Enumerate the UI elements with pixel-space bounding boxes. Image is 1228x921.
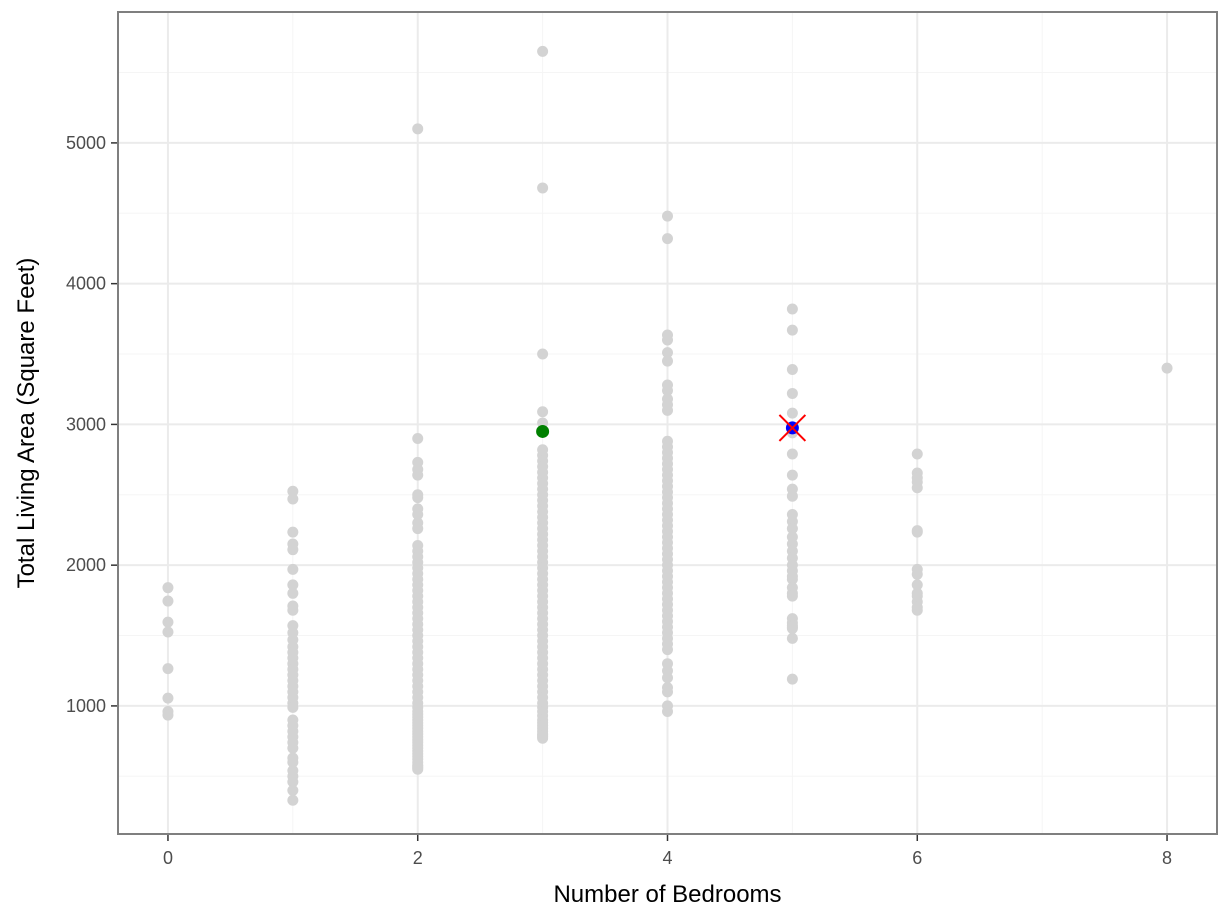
x-tick-label: 4 (662, 848, 672, 868)
data-point (786, 673, 798, 685)
data-point (412, 492, 424, 504)
data-point (537, 406, 549, 418)
data-point (287, 604, 299, 616)
data-point (412, 508, 424, 520)
y-tick-label: 4000 (66, 274, 106, 294)
data-point (786, 623, 798, 634)
data-point (662, 347, 673, 359)
data-point (911, 448, 923, 460)
data-point (537, 732, 549, 744)
data-point (287, 485, 299, 497)
x-tick-label: 6 (912, 848, 922, 868)
data-point (911, 482, 923, 494)
data-point (786, 364, 798, 376)
x-tick-label: 2 (413, 848, 423, 868)
data-point (287, 742, 299, 754)
data-point (287, 544, 299, 556)
data-point (287, 526, 299, 538)
data-point (662, 686, 673, 698)
data-point (662, 334, 673, 346)
data-point (537, 348, 549, 360)
data-point (287, 701, 299, 713)
data-point (911, 579, 923, 591)
data-point (287, 776, 299, 788)
y-axis-ticks: 1000 2000 3000 4000 5000 (66, 133, 117, 716)
data-point (786, 573, 798, 585)
data-point (412, 123, 424, 135)
data-point (786, 324, 798, 336)
data-point (911, 526, 923, 538)
data-point (287, 587, 299, 599)
data-point (162, 663, 174, 675)
data-point (537, 182, 549, 194)
data-point (786, 632, 798, 644)
data-point (287, 794, 299, 806)
highlight-x-marker (778, 414, 807, 442)
data-point (162, 626, 174, 638)
data-point (162, 595, 174, 607)
data-point (412, 469, 424, 481)
data-point (162, 616, 174, 628)
data-point (662, 355, 673, 367)
data-point (412, 763, 424, 775)
data-point (412, 523, 424, 535)
data-point (786, 303, 798, 315)
data-point (287, 756, 299, 768)
panel-border (117, 11, 1218, 835)
data-point (911, 568, 923, 580)
data-point (287, 784, 299, 796)
data-point (1161, 362, 1173, 374)
data-point (662, 706, 673, 718)
data-point (287, 579, 299, 591)
data-point (412, 432, 424, 444)
highlight-markers (536, 414, 807, 442)
x-marker-stroke (778, 414, 807, 442)
data-point (786, 490, 798, 502)
data-point (287, 493, 299, 505)
x-tick-label: 8 (1162, 848, 1172, 868)
y-tick-label: 5000 (66, 133, 106, 153)
data-point (786, 407, 798, 419)
data-points (162, 45, 1173, 806)
highlight-point (536, 424, 550, 438)
data-point (786, 469, 798, 481)
data-point (162, 582, 174, 594)
data-point (287, 563, 299, 575)
x-axis-title: Number of Bedrooms (553, 881, 781, 908)
y-tick-label: 1000 (66, 696, 106, 716)
x-tick-label: 0 (163, 848, 173, 868)
data-point (911, 604, 923, 616)
y-axis-title: Total Living Area (Square Feet) (13, 258, 40, 589)
data-point (662, 404, 673, 416)
x-axis-ticks: 0 2 4 6 8 (163, 835, 1172, 868)
data-point (786, 523, 798, 535)
data-point (786, 590, 798, 602)
y-tick-label: 2000 (66, 555, 106, 575)
data-point (786, 387, 798, 399)
data-point (662, 644, 673, 656)
data-point (662, 210, 673, 222)
y-tick-label: 3000 (66, 414, 106, 434)
data-point (662, 672, 673, 684)
data-point (537, 45, 549, 57)
data-point (162, 709, 174, 721)
data-point (162, 692, 174, 704)
data-point (662, 385, 673, 397)
data-point (786, 448, 798, 460)
data-point (662, 233, 673, 245)
